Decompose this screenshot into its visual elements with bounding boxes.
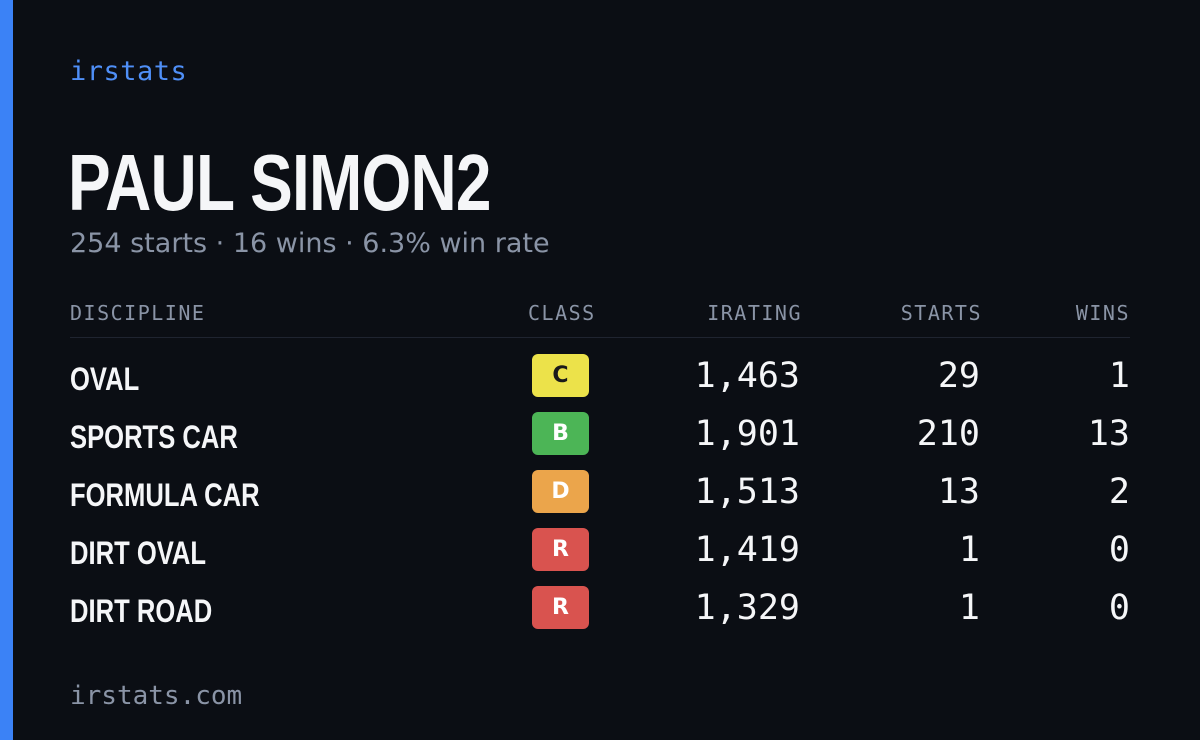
header-wins: WINS bbox=[1075, 301, 1130, 325]
table-row: FORMULA CAR D 1,513 13 2 bbox=[70, 469, 1130, 527]
irating-value: 1,329 bbox=[694, 588, 800, 628]
table-row: DIRT OVAL R 1,419 1 0 bbox=[70, 527, 1130, 585]
header-irating: IRATING bbox=[707, 301, 802, 325]
table-row: OVAL C 1,463 29 1 bbox=[70, 353, 1130, 411]
discipline-name: SPORTS CAR bbox=[70, 419, 238, 455]
wins-value: 2 bbox=[1108, 472, 1130, 512]
starts-value: 1 bbox=[958, 530, 980, 570]
discipline-name: OVAL bbox=[70, 361, 140, 397]
class-badge: C bbox=[532, 354, 589, 397]
irating-value: 1,419 bbox=[694, 530, 800, 570]
table-header: DISCIPLINE CLASS IRATING STARTS WINS bbox=[70, 300, 1130, 338]
starts-value: 210 bbox=[916, 414, 980, 454]
stats-table-body: OVAL C 1,463 29 1 SPORTS CAR B 1,901 210… bbox=[70, 353, 1130, 643]
driver-name: PAUL SIMON2 bbox=[68, 138, 491, 227]
driver-summary: 254 starts · 16 wins · 6.3% win rate bbox=[70, 228, 550, 259]
wins-value: 0 bbox=[1108, 588, 1130, 628]
class-badge: D bbox=[532, 470, 589, 513]
table-row: SPORTS CAR B 1,901 210 13 bbox=[70, 411, 1130, 469]
wins-value: 13 bbox=[1087, 414, 1130, 454]
table-row: DIRT ROAD R 1,329 1 0 bbox=[70, 585, 1130, 643]
starts-value: 1 bbox=[958, 588, 980, 628]
header-starts: STARTS bbox=[900, 301, 982, 325]
irating-value: 1,901 bbox=[694, 414, 800, 454]
header-class: CLASS bbox=[528, 301, 596, 325]
footer-url: irstats.com bbox=[70, 681, 243, 711]
starts-value: 29 bbox=[937, 356, 980, 396]
irating-value: 1,463 bbox=[694, 356, 800, 396]
accent-bar bbox=[0, 0, 13, 740]
discipline-name: DIRT OVAL bbox=[70, 535, 207, 571]
brand-logo: irstats bbox=[70, 56, 188, 87]
class-badge: R bbox=[532, 586, 589, 629]
starts-value: 13 bbox=[937, 472, 980, 512]
discipline-name: DIRT ROAD bbox=[70, 593, 213, 629]
wins-value: 1 bbox=[1108, 356, 1130, 396]
wins-value: 0 bbox=[1108, 530, 1130, 570]
header-discipline: DISCIPLINE bbox=[70, 301, 206, 325]
irating-value: 1,513 bbox=[694, 472, 800, 512]
discipline-name: FORMULA CAR bbox=[70, 477, 260, 513]
class-badge: R bbox=[532, 528, 589, 571]
class-badge: B bbox=[532, 412, 589, 455]
